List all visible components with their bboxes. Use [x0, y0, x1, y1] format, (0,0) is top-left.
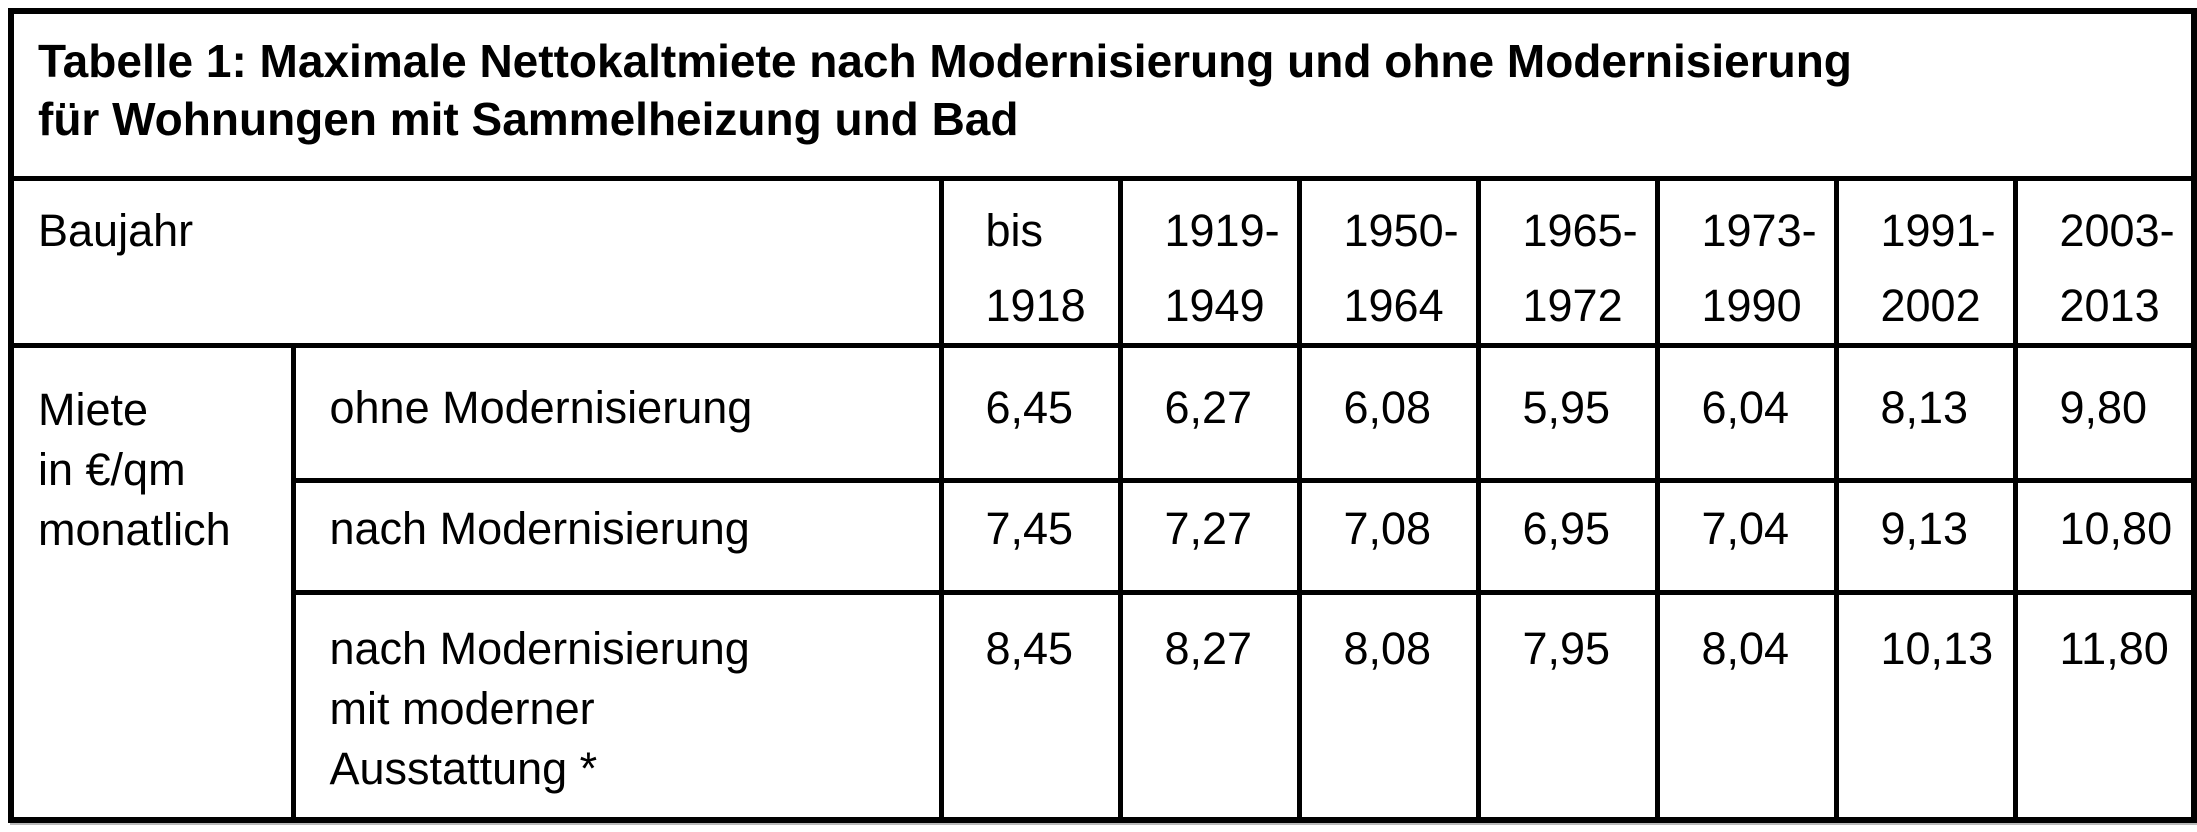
table-title-line1: Tabelle 1: Maximale Nettokaltmiete nach … [38, 35, 1852, 87]
column-header-line1: 1973- [1701, 204, 1817, 256]
column-header-line2: 1918 [985, 279, 1086, 331]
row-label-line3: Ausstattung * [329, 742, 598, 794]
column-header-baujahr: Baujahr [8, 175, 944, 348]
row-label-ohne-modernisierung: ohne Modernisierung [290, 342, 944, 483]
value-cell: 7,45 [938, 477, 1123, 595]
table-row: Miete in €/qm monatlich ohne Modernisier… [8, 342, 2197, 823]
row-group-label-line2: in €/qm [38, 443, 186, 495]
column-header-line2: 1964 [1343, 279, 1444, 331]
column-header-line2: 1990 [1701, 279, 1802, 331]
value-cell: 6,04 [1654, 342, 1839, 483]
column-header-bis-1918: bis 1918 [938, 175, 1123, 348]
value-cell: 8,13 [1833, 342, 2018, 483]
table-title-row: Tabelle 1: Maximale Nettokaltmiete nach … [8, 8, 2197, 181]
value-cell: 8,04 [1654, 589, 1839, 823]
value-cell: 9,13 [1833, 477, 2018, 595]
column-header-line2: 2002 [1880, 279, 1981, 331]
value-cell: 6,08 [1296, 342, 1481, 483]
value-cell: 7,27 [1117, 477, 1302, 595]
table-title-line2: für Wohnungen mit Sammelheizung und Bad [38, 93, 1019, 145]
column-header-line1: 1991- [1880, 204, 1996, 256]
value-cell: 10,80 [2012, 477, 2197, 595]
row-label-line1: nach Modernisierung [329, 622, 750, 674]
value-cell: 7,04 [1654, 477, 1839, 595]
row-group-label-line3: monatlich [38, 503, 231, 555]
row-label-nach-modernisierung-mit-moderner-ausstattung: nach Modernisierung mit moderner Ausstat… [290, 589, 944, 823]
value-cell: 6,45 [938, 342, 1123, 483]
row-group-label: Miete in €/qm monatlich [8, 342, 296, 823]
column-header-line2: 2013 [2059, 279, 2160, 331]
column-header-1950-1964: 1950- 1964 [1296, 175, 1481, 348]
column-header-line1: 1950- [1343, 204, 1459, 256]
column-header-1919-1949: 1919- 1949 [1117, 175, 1302, 348]
column-header-line1: bis [985, 204, 1044, 256]
row-group-label-line1: Miete [38, 383, 149, 435]
column-header-line2: 1949 [1164, 279, 1265, 331]
value-cell: 10,13 [1833, 589, 2018, 823]
row-label-nach-modernisierung: nach Modernisierung [290, 477, 944, 595]
column-header-line1: 1965- [1522, 204, 1638, 256]
table-row: nach Modernisierung 7,45 7,27 7,08 6,95 … [11, 477, 2197, 595]
value-cell: 8,45 [938, 589, 1123, 823]
rent-table: Tabelle 1: Maximale Nettokaltmiete nach … [8, 8, 2197, 823]
column-header-row: Baujahr bis 1918 1919- 1949 1950- 1964 1… [8, 175, 2197, 348]
value-cell: 5,95 [1475, 342, 1660, 483]
table-title: Tabelle 1: Maximale Nettokaltmiete nach … [8, 8, 2197, 181]
column-header-1973-1990: 1973- 1990 [1654, 175, 1839, 348]
value-cell: 6,27 [1117, 342, 1302, 483]
column-header-line2: 1972 [1522, 279, 1623, 331]
value-cell: 7,08 [1296, 477, 1481, 595]
value-cell: 7,95 [1475, 589, 1660, 823]
value-cell: 11,80 [2012, 589, 2197, 823]
row-label-line2: mit moderner [329, 682, 595, 734]
column-header-1991-2002: 1991- 2002 [1833, 175, 2018, 348]
value-cell: 6,95 [1475, 477, 1660, 595]
value-cell: 8,27 [1117, 589, 1302, 823]
value-cell: 8,08 [1296, 589, 1481, 823]
column-header-line1: 2003- [2059, 204, 2175, 256]
table-row: nach Modernisierung mit moderner Ausstat… [11, 589, 2197, 823]
column-header-2003-2013: 2003- 2013 [2012, 175, 2197, 348]
column-header-1965-1972: 1965- 1972 [1475, 175, 1660, 348]
column-header-line1: 1919- [1164, 204, 1280, 256]
value-cell: 9,80 [2012, 342, 2197, 483]
